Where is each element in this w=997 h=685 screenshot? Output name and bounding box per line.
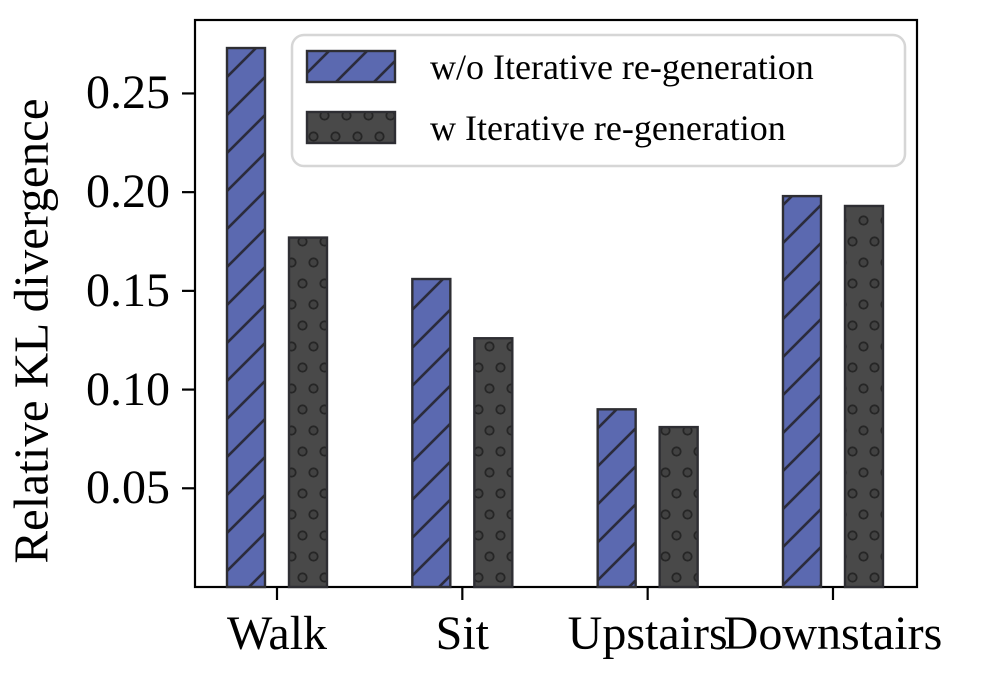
legend-swatch-w-iterative [305,110,397,145]
legend-box [290,33,907,168]
bar-sit-wo-iterative-hatch [412,279,451,587]
bar-upstairs-wo-iterative-hatch [597,409,636,587]
bar-upstairs-wo-iterative [596,408,637,589]
bar-walk-w-iterative [287,236,329,589]
legend-swatch-wo-iterative [305,49,397,84]
bar-sit-w-iterative-hatch [474,338,513,587]
bar-walk-w-iterative-hatch [289,237,327,587]
bar-downstairs-w-iterative [843,204,885,589]
bar-sit-w-iterative [473,337,514,589]
bar-upstairs-w-iterative [658,425,699,589]
bar-downstairs-wo-iterative [781,194,823,589]
bar-sit-wo-iterative [411,277,452,589]
bar-downstairs-wo-iterative-hatch [782,196,821,587]
bar-walk-wo-iterative-hatch [227,48,265,588]
bar-upstairs-w-iterative-hatch [659,427,698,587]
legend-swatch-w-iterative-hatch [307,112,395,143]
bar-walk-wo-iterative [225,46,267,589]
legend-swatch-wo-iterative-hatch [307,51,395,82]
bar-downstairs-w-iterative-hatch [844,205,883,587]
